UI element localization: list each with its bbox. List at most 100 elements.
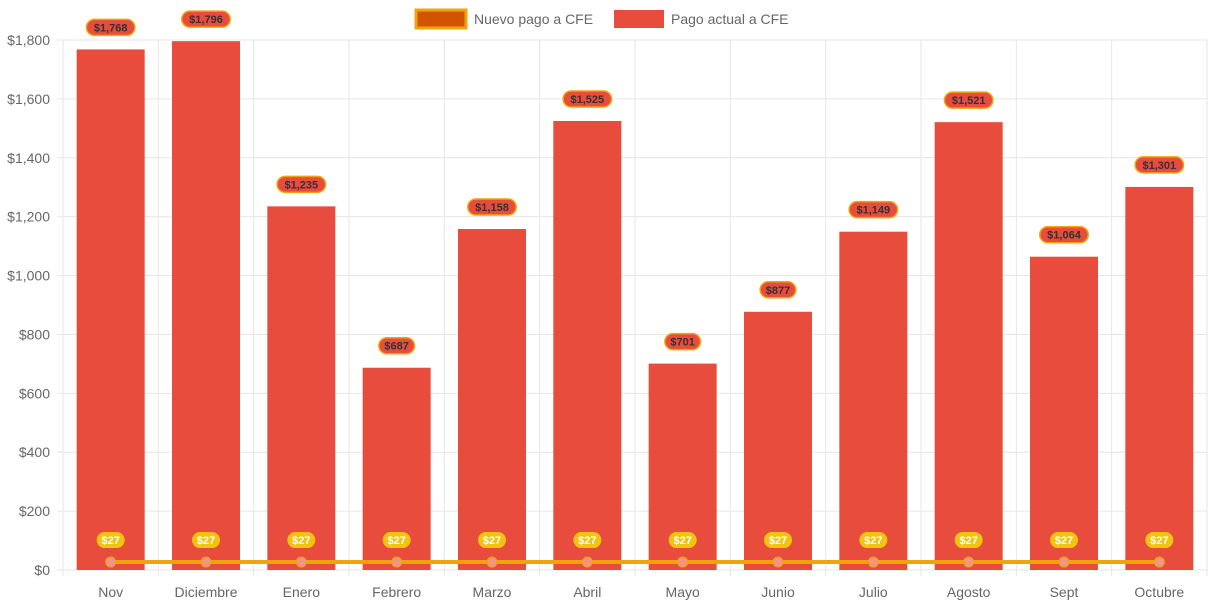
bar-data-label-bg xyxy=(181,10,231,28)
line-data-label: $27 xyxy=(864,535,882,547)
bar-data-label: $1,521 xyxy=(952,95,986,107)
line-data-label: $27 xyxy=(673,535,691,547)
bar[interactable] xyxy=(458,229,526,571)
line-data-label: $27 xyxy=(101,535,119,547)
line-data-label-bg xyxy=(382,532,411,549)
axes: $0 $200 $400 $600 $800 $1,000 $1,200 $1,400 $1,6… xyxy=(7,32,1184,600)
bars xyxy=(76,41,1194,571)
bar-data-label: $1,796 xyxy=(189,14,223,26)
y-tick-label: $1,200 xyxy=(7,209,50,225)
y-tick-label: $800 xyxy=(19,326,50,342)
bar-data-label-bg xyxy=(378,336,416,355)
x-tick-label: Diciembre xyxy=(174,584,237,600)
line-point[interactable] xyxy=(200,556,212,568)
y-tick-label: $0 xyxy=(34,562,50,578)
x-tick-label: Abril xyxy=(573,584,601,600)
x-tick-label: Enero xyxy=(283,584,321,600)
line-data-label: $27 xyxy=(197,535,215,547)
bar-data-label: $1,235 xyxy=(285,179,319,191)
bar-data-label: $1,158 xyxy=(475,202,509,214)
line-point[interactable] xyxy=(486,556,498,568)
bar[interactable] xyxy=(267,206,336,570)
line-data-label: $27 xyxy=(769,535,787,547)
line-data-label-bg xyxy=(1050,532,1078,549)
bar-data-label-bg xyxy=(943,91,994,109)
line-data-label: $27 xyxy=(1150,535,1168,547)
bar-data-label-bg xyxy=(85,18,136,37)
y-tick-label: $600 xyxy=(19,385,50,401)
legend-item-pago-actual[interactable]: Pago actual a CFE xyxy=(614,10,789,28)
x-tick-label: Febrero xyxy=(372,584,421,600)
bar-data-label: $701 xyxy=(670,337,694,349)
bar[interactable] xyxy=(172,41,240,570)
line-point[interactable] xyxy=(963,556,975,568)
y-tick-label: $1,800 xyxy=(7,32,50,48)
y-tick-label: $1,400 xyxy=(7,150,50,166)
line-data-label: $27 xyxy=(387,535,405,547)
line-point[interactable] xyxy=(867,556,879,568)
line-point[interactable] xyxy=(1058,556,1070,568)
x-tick-label: Mayo xyxy=(666,584,700,600)
bar[interactable] xyxy=(76,49,145,570)
x-tick-label: Octubre xyxy=(1134,584,1184,600)
line-point[interactable] xyxy=(1153,556,1165,568)
line-series xyxy=(105,556,1165,568)
legend: Nuevo pago a CFE Pago actual a CFE xyxy=(414,8,789,30)
line-data-label-bg xyxy=(478,532,506,549)
y-tick-label: $1,000 xyxy=(7,268,50,284)
bar-data-label-bg xyxy=(1039,225,1089,244)
line-point[interactable] xyxy=(772,556,784,568)
bar-data-label: $1,768 xyxy=(94,22,128,34)
line-point[interactable] xyxy=(105,556,117,568)
x-tick-label: Junio xyxy=(761,584,795,600)
bar-data-label-bg xyxy=(562,90,613,108)
bar[interactable] xyxy=(744,311,812,570)
line-data-label: $27 xyxy=(959,535,977,547)
line-data-label-bg xyxy=(1145,532,1174,549)
grid xyxy=(57,39,1208,576)
bar-data-label: $1,064 xyxy=(1047,230,1082,242)
x-tick-label: Agosto xyxy=(947,584,991,600)
data-labels: $1,768 $1,796 $1,235 $687 $1,158 $1,525 $701 $8… xyxy=(85,10,1185,549)
legend-item-nuevo-pago[interactable]: Nuevo pago a CFE xyxy=(414,8,593,30)
y-tick-label: $200 xyxy=(19,503,50,519)
bar-data-label: $1,525 xyxy=(571,94,605,106)
line-data-label-bg xyxy=(859,532,888,549)
bar-data-label-bg xyxy=(664,332,702,351)
bar-data-label: $1,149 xyxy=(857,205,891,217)
y-tick-label: $400 xyxy=(19,444,50,460)
bar[interactable] xyxy=(839,231,908,570)
bar[interactable] xyxy=(553,120,622,570)
x-tick-label: Nov xyxy=(98,584,123,600)
line-data-label: $27 xyxy=(483,535,501,547)
bar[interactable] xyxy=(1125,186,1194,570)
bar-data-label-bg xyxy=(848,200,899,219)
legend-swatch-pago-actual xyxy=(614,10,664,28)
bar-data-label: $1,301 xyxy=(1143,160,1177,172)
legend-swatch-nuevo-pago xyxy=(414,8,468,30)
x-tick-label: Marzo xyxy=(473,584,512,600)
line-data-label: $27 xyxy=(1055,535,1073,547)
bar-data-label-bg xyxy=(1134,156,1185,174)
line-point[interactable] xyxy=(295,556,307,568)
line-point[interactable] xyxy=(391,556,403,568)
line-data-label-bg xyxy=(954,532,983,549)
line-data-label-bg xyxy=(287,532,316,549)
line-data-label-bg xyxy=(573,532,602,549)
bar-data-label-bg xyxy=(276,175,327,194)
x-tick-label: Julio xyxy=(859,584,888,600)
bar-data-label-bg xyxy=(759,281,797,299)
bar[interactable] xyxy=(934,122,1003,571)
line-data-label-bg xyxy=(668,532,697,549)
line-data-label: $27 xyxy=(292,535,310,547)
bar[interactable] xyxy=(1030,256,1098,570)
y-tick-label: $1,600 xyxy=(7,91,50,107)
line-point[interactable] xyxy=(677,556,689,568)
legend-label-pago-actual: Pago actual a CFE xyxy=(671,11,789,27)
line-data-label-bg xyxy=(192,532,220,549)
bar-data-label: $877 xyxy=(766,285,790,297)
x-tick-label: Sept xyxy=(1050,584,1079,600)
line-point[interactable] xyxy=(581,556,593,568)
